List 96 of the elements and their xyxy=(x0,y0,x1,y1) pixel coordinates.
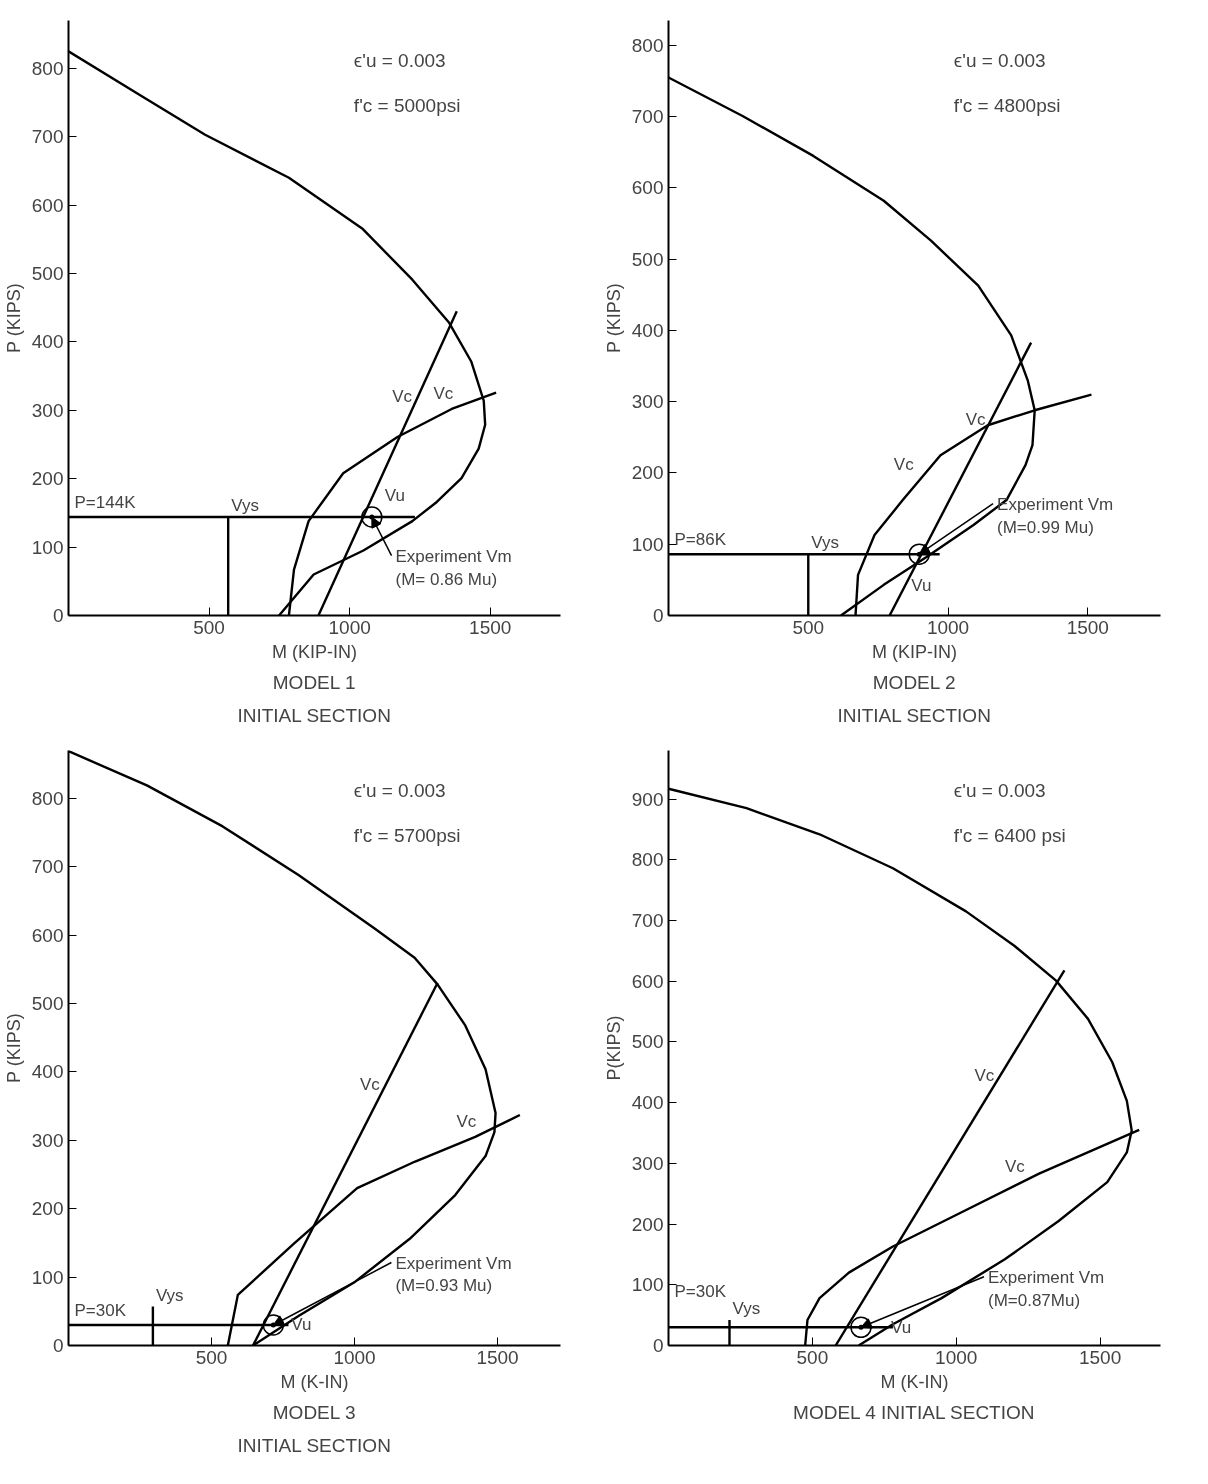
text: MODEL 1 xyxy=(272,671,356,693)
x-tick-label: 1000 xyxy=(328,616,371,638)
y-tick-label: 100 xyxy=(31,1266,64,1288)
series-label: Vys xyxy=(231,496,259,516)
y-tick-label: 200 xyxy=(631,462,664,484)
y-tick-label: 600 xyxy=(31,194,64,216)
x-tick-label: 1500 xyxy=(469,616,512,638)
series-label: Vc xyxy=(893,454,915,474)
annotation: f'c = 5000psi xyxy=(353,94,461,116)
annotation: Experiment Vm (M=0.87Mu) xyxy=(987,1267,1105,1310)
text: MODEL 2 xyxy=(872,671,956,693)
series-label: Vys xyxy=(811,533,839,553)
series-label: Vc xyxy=(433,384,454,404)
y-tick-label: 100 xyxy=(631,533,664,555)
annotation: Vu xyxy=(291,1315,312,1335)
y-tick-label: 0 xyxy=(652,1335,664,1356)
text: MODEL 4 INITIAL SECTION xyxy=(793,1401,1035,1423)
y-tick-label: 800 xyxy=(31,57,64,79)
annotation: ϵ'u = 0.003 xyxy=(353,780,446,802)
x-tick-label: 500 xyxy=(792,616,825,638)
y-tick-label: 500 xyxy=(31,263,64,285)
y-tick-label: 700 xyxy=(631,106,664,128)
y-tick-label: 400 xyxy=(631,319,664,341)
annotation: P=144K xyxy=(74,493,137,513)
annotation: P=30K xyxy=(74,1300,127,1320)
annotation: Vu xyxy=(890,1317,912,1337)
annotation: P=86K xyxy=(674,530,727,550)
y-tick-label: 400 xyxy=(31,1061,64,1083)
y-tick-label: 200 xyxy=(31,468,64,490)
series-label: Vc xyxy=(965,409,986,429)
y-tick-label: 600 xyxy=(31,924,64,946)
series-label: Vc xyxy=(360,1075,381,1095)
y-tick-label: 300 xyxy=(31,1129,64,1151)
annotation: Vu xyxy=(384,486,406,506)
y-tick-label: 400 xyxy=(631,1092,664,1114)
x-tick-label: 1000 xyxy=(333,1346,376,1368)
annotation: Vu xyxy=(911,576,932,596)
x-tick-label: 500 xyxy=(193,616,225,638)
series-label: Vc xyxy=(974,1065,995,1085)
x-tick-label: 1500 xyxy=(1066,616,1109,638)
y-tick-label: 200 xyxy=(31,1198,64,1220)
annotation: f'c = 6400 psi xyxy=(953,824,1066,846)
y-tick-label: 500 xyxy=(31,993,64,1015)
y-tick-label: 300 xyxy=(31,399,64,421)
x-axis-title: M (KIP-IN) xyxy=(872,641,957,662)
text: INITIAL SECTION xyxy=(237,704,391,726)
x-axis-title: M (KIP-IN) xyxy=(272,641,357,662)
annotation: Experiment Vm (M=0.99 Mu) xyxy=(997,494,1114,537)
text: INITIAL SECTION xyxy=(837,704,991,726)
x-tick-label: 1000 xyxy=(926,616,970,638)
x-tick-label: 500 xyxy=(796,1346,829,1368)
x-tick-label: 500 xyxy=(195,1346,228,1368)
y-tick-label: 100 xyxy=(631,1274,664,1296)
y-tick-label: 700 xyxy=(631,910,664,931)
annotation: f'c = 5700psi xyxy=(353,824,461,846)
y-tick-label: 600 xyxy=(631,177,664,199)
y-tick-label: 600 xyxy=(631,970,664,992)
y-tick-label: 0 xyxy=(52,1335,64,1356)
annotation: ϵ'u = 0.003 xyxy=(953,780,1046,802)
y-tick-label: 800 xyxy=(631,849,664,871)
series-label: Vys xyxy=(732,1299,761,1318)
text: INITIAL SECTION xyxy=(237,1434,391,1456)
y-axis-title: P(KIPS) xyxy=(603,1015,624,1081)
series-label: Vc xyxy=(1004,1156,1026,1176)
y-tick-label: 0 xyxy=(652,605,664,626)
x-axis-title: M (K-IN) xyxy=(880,1371,949,1392)
y-tick-label: 300 xyxy=(631,1152,664,1174)
y-tick-label: 100 xyxy=(31,536,64,558)
x-tick-label: 1000 xyxy=(935,1346,978,1368)
series-label: Vc xyxy=(392,386,413,406)
y-tick-label: 0 xyxy=(52,605,64,626)
y-tick-label: 300 xyxy=(631,391,664,413)
y-tick-label: 500 xyxy=(631,248,664,270)
y-tick-label: 800 xyxy=(631,34,664,56)
annotation: Experiment Vm (M= 0.86 Mu) xyxy=(395,546,512,589)
x-axis-title: M (K-IN) xyxy=(280,1371,349,1392)
annotation: ϵ'u = 0.003 xyxy=(353,50,446,72)
y-axis-title: P (KIPS) xyxy=(3,1013,24,1084)
y-axis-title: P (KIPS) xyxy=(3,283,24,354)
y-tick-label: 400 xyxy=(31,331,64,353)
y-tick-label: 700 xyxy=(31,126,64,148)
y-tick-label: 700 xyxy=(31,856,64,878)
annotation: ϵ'u = 0.003 xyxy=(953,50,1046,72)
y-tick-label: 500 xyxy=(631,1031,664,1053)
series-label: Vys xyxy=(155,1285,184,1305)
x-tick-label: 1500 xyxy=(476,1346,519,1368)
y-tick-label: 200 xyxy=(631,1213,664,1235)
y-tick-label: 800 xyxy=(31,787,64,809)
annotation: Experiment Vm (M=0.93 Mu) xyxy=(395,1253,512,1296)
series-label: Vc xyxy=(456,1111,477,1131)
y-axis-title: P (KIPS) xyxy=(603,283,624,354)
y-tick-label: 900 xyxy=(631,788,664,810)
annotation: f'c = 4800psi xyxy=(953,94,1061,116)
x-tick-label: 1500 xyxy=(1078,1346,1122,1368)
text: MODEL 3 xyxy=(272,1401,356,1423)
annotation: P=30K xyxy=(674,1282,727,1302)
